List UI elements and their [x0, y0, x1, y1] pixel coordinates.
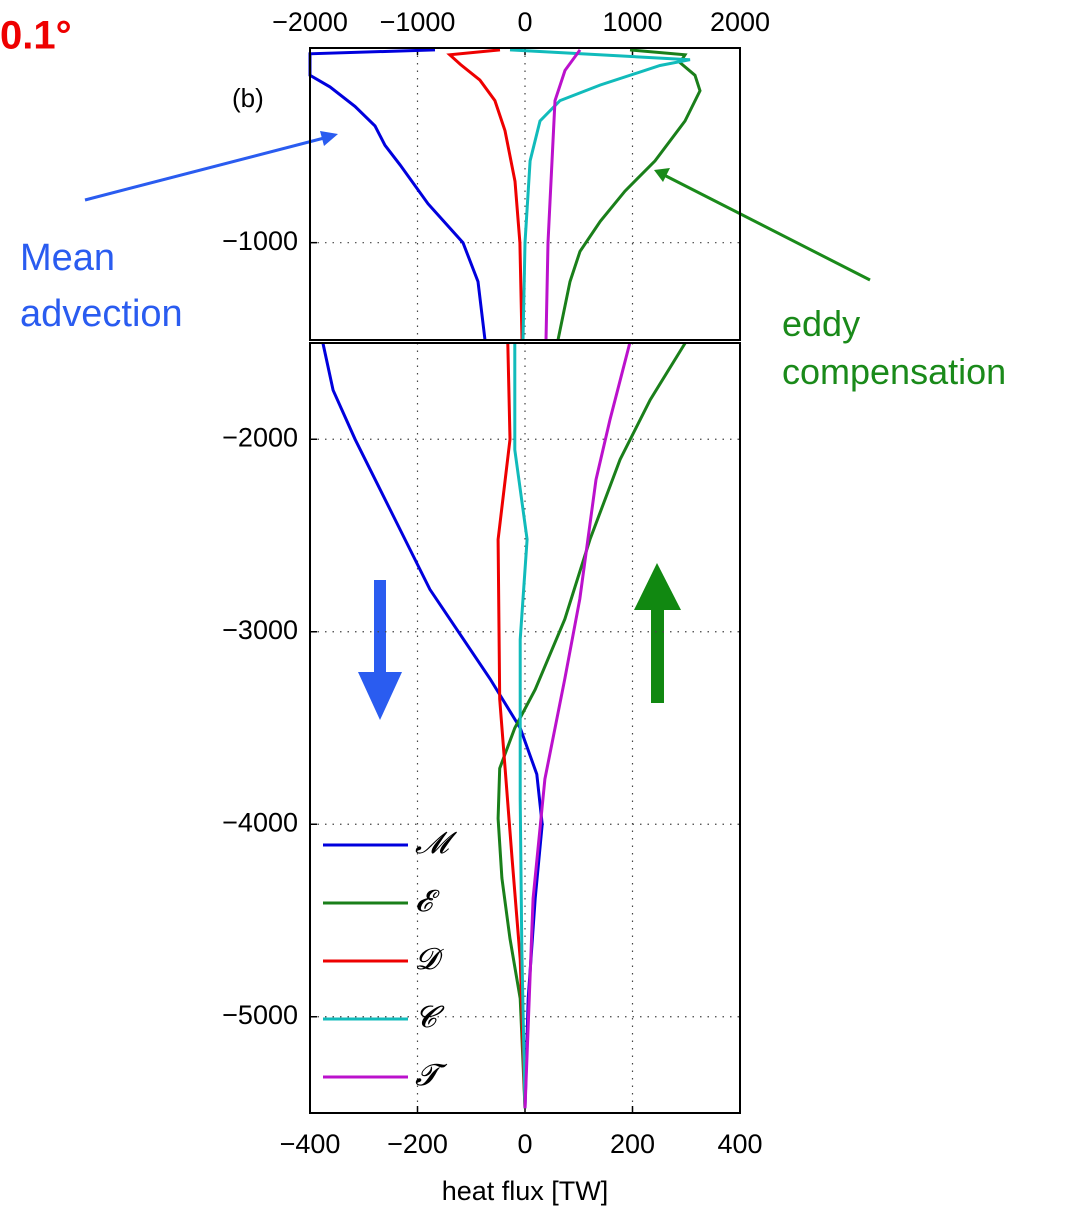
data-line	[446, 48, 524, 341]
x-tick-label: −2000	[272, 7, 348, 37]
y-tick-label: −4000	[222, 807, 298, 837]
data-line	[496, 342, 527, 1109]
data-line	[523, 342, 632, 1109]
legend-label: 𝓒	[415, 1000, 445, 1035]
data-line	[513, 343, 529, 1109]
up-arrow	[651, 608, 664, 703]
x-tick-label: 0	[517, 1129, 532, 1159]
legend-label: 𝓜	[415, 826, 458, 861]
x-tick-label: 2000	[710, 7, 770, 37]
down-arrow	[374, 580, 386, 675]
pointer-arrow-head	[320, 131, 338, 146]
annotation: Mean advection	[20, 237, 183, 335]
pointer-arrow	[663, 173, 871, 282]
y-tick-label: −3000	[222, 615, 298, 645]
x-tick-label: 400	[717, 1129, 762, 1159]
up-arrow-head	[634, 563, 681, 610]
y-tick-label: −1000	[222, 226, 298, 256]
y-tick-label: −2000	[222, 422, 298, 452]
data-line	[509, 48, 691, 341]
y-tick-label: −5000	[222, 1000, 298, 1030]
x-tick-label: −400	[280, 1129, 341, 1159]
legend-label: 𝓣	[415, 1058, 448, 1093]
down-arrow-head	[358, 672, 402, 720]
x-axis-label: heat flux [TW]	[442, 1176, 609, 1206]
legend-label: 𝓔	[415, 884, 440, 919]
x-tick-label: −200	[387, 1129, 448, 1159]
legend-label: 𝓓	[415, 942, 444, 977]
pointer-arrow-head	[654, 168, 670, 182]
data-line	[544, 49, 582, 341]
data-line	[496, 342, 687, 1109]
x-tick-label: −1000	[380, 7, 456, 37]
plot-frame	[309, 47, 741, 341]
data-line	[308, 48, 487, 341]
data-line	[321, 342, 544, 1109]
x-tick-label: 1000	[602, 7, 662, 37]
annotation: eddy compensation	[782, 303, 1007, 392]
plot-frame	[309, 342, 741, 1114]
figure-label: 0.1°	[0, 14, 72, 58]
x-tick-label: 200	[610, 1129, 655, 1159]
pointer-arrow	[84, 135, 329, 202]
panel-label: (b)	[232, 83, 264, 113]
x-tick-label: 0	[517, 7, 532, 37]
